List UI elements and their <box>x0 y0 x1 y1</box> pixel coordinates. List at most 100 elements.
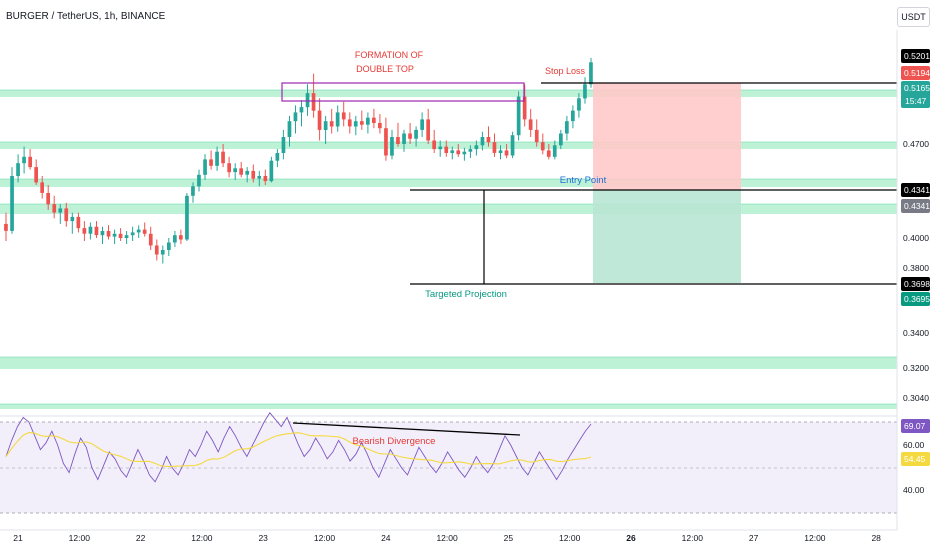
rsi-tick-label: 60.00 <box>903 440 925 450</box>
candle-body <box>28 156 32 168</box>
candle-body <box>10 176 14 231</box>
time-tick-label: 12:00 <box>314 533 336 543</box>
price-level-tag <box>901 183 930 197</box>
candle-body <box>239 168 243 175</box>
candle-body <box>456 150 461 155</box>
candle-body <box>408 133 412 139</box>
candle-body <box>522 96 527 120</box>
drawings-layer <box>281 82 897 285</box>
candle-body <box>565 121 569 134</box>
candle-body <box>468 149 473 152</box>
candle-body <box>432 140 436 150</box>
rsi-value-tag <box>901 419 930 433</box>
entry-point-label: Entry Point <box>560 175 607 186</box>
candle-body <box>136 229 141 233</box>
zones-layer <box>0 83 897 409</box>
target-label: Targeted Projection <box>425 289 507 300</box>
candle-body <box>571 110 575 122</box>
candle-body <box>372 117 376 123</box>
candle-body <box>257 176 262 179</box>
rsi-value-text: 69.07 <box>904 421 926 431</box>
time-tick-label: 12:00 <box>559 533 581 543</box>
pattern-annotation-line1: FORMATION OF <box>355 50 424 60</box>
candle-body <box>510 135 515 156</box>
candle-body <box>100 231 105 236</box>
candle-body <box>486 137 491 143</box>
target-zone <box>593 190 741 283</box>
price-level-tag <box>901 292 930 306</box>
candle-body <box>215 151 219 166</box>
price-level-tag <box>901 199 930 213</box>
candle-body <box>426 119 430 141</box>
price-level-value: 0.5194 <box>904 68 930 78</box>
candle-body <box>329 121 334 127</box>
price-level-value: 0.3698 <box>904 279 930 289</box>
candle-body <box>378 122 382 129</box>
candle-body <box>118 233 123 238</box>
candle-body <box>504 150 509 156</box>
candle-body <box>275 153 280 161</box>
candle-body <box>390 137 394 156</box>
price-level-value: 0.4341 <box>904 201 930 211</box>
time-tick-label: 22 <box>136 533 146 543</box>
time-tick-label: 12:00 <box>69 533 91 543</box>
candle-body <box>559 133 563 146</box>
price-tick-label: 0.3800 <box>903 263 929 273</box>
candle-body <box>70 216 75 222</box>
candle-body <box>46 193 50 205</box>
candle-body <box>221 151 225 164</box>
currency-button[interactable]: USDT <box>897 7 930 27</box>
stop-loss-zone <box>593 83 741 190</box>
price-level-value: 0.5201 <box>904 51 930 61</box>
price-level-tag <box>901 81 930 108</box>
price-tick-label: 0.3400 <box>903 328 929 338</box>
candle-body <box>347 119 352 127</box>
candle-body <box>414 129 418 139</box>
candle-body <box>335 112 340 127</box>
candle-body <box>154 245 159 255</box>
candle-body <box>22 156 26 164</box>
candle-body <box>552 145 557 157</box>
candle-body <box>396 137 400 144</box>
candle-body <box>160 250 165 255</box>
candles-layer <box>4 57 593 264</box>
candle-body <box>492 142 497 153</box>
candle-body <box>402 133 406 144</box>
zone-band-1 <box>0 142 897 149</box>
time-tick-label: 28 <box>871 533 881 543</box>
candle-body <box>311 93 316 111</box>
time-tick-label: 21 <box>13 533 23 543</box>
rsi-ma-line <box>5 432 592 467</box>
candle-body <box>191 186 195 196</box>
zone-band-2 <box>0 179 897 187</box>
candle-body <box>420 119 424 130</box>
candle-body <box>480 137 485 146</box>
candle-body <box>251 170 256 179</box>
candle-body <box>4 223 8 231</box>
price-level-tag <box>901 66 930 80</box>
candle-body <box>34 167 38 183</box>
candle-body <box>64 208 69 222</box>
price-level-countdown: 15:47 <box>905 96 927 106</box>
candle-body <box>474 145 479 150</box>
candle-body <box>384 128 388 156</box>
candle-body <box>179 235 183 240</box>
time-tick-label: 26 <box>626 533 636 543</box>
rsi-layer <box>0 412 897 514</box>
candle-body <box>148 233 153 246</box>
candle-body <box>106 231 111 237</box>
candle-body <box>438 146 443 150</box>
candle-body <box>577 98 581 111</box>
candle-body <box>185 195 189 240</box>
candle-body <box>287 121 292 137</box>
candle-body <box>360 121 364 125</box>
rsi-band <box>0 422 897 513</box>
candle-body <box>498 150 503 153</box>
candle-body <box>227 163 231 173</box>
price-tick-label: 0.4000 <box>903 233 929 243</box>
rsi-tick-label: 40.00 <box>903 485 925 495</box>
rsi-value-tag <box>901 452 930 466</box>
price-level-tag <box>901 49 930 63</box>
candle-body <box>323 121 328 130</box>
